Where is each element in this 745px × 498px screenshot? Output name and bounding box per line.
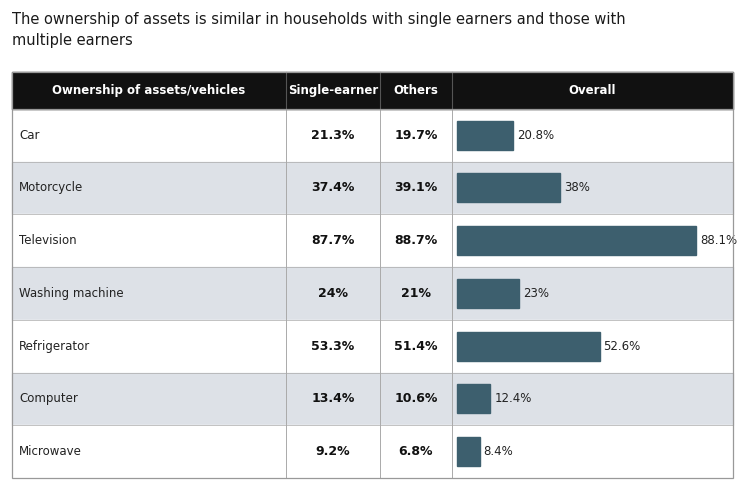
Text: The ownership of assets is similar in households with single earners and those w: The ownership of assets is similar in ho… (12, 12, 626, 48)
Bar (12, 320, 733, 373)
Bar (12, 161, 733, 214)
Text: 8.4%: 8.4% (484, 445, 513, 458)
Text: Motorcycle: Motorcycle (19, 181, 83, 194)
Text: 52.6%: 52.6% (603, 340, 641, 353)
Text: Refrigerator: Refrigerator (19, 340, 90, 353)
Bar (12, 267, 733, 320)
Text: 9.2%: 9.2% (316, 445, 350, 458)
Bar (457, 279, 519, 308)
Text: 88.7%: 88.7% (394, 234, 437, 247)
Bar (12, 425, 733, 478)
Text: 88.1%: 88.1% (700, 234, 737, 247)
Bar (457, 226, 696, 255)
Bar (457, 121, 513, 149)
Bar (457, 173, 560, 202)
Bar (12, 373, 733, 425)
Bar (12, 214, 733, 267)
Bar (457, 332, 600, 361)
Text: 10.6%: 10.6% (394, 392, 437, 405)
Text: 21.3%: 21.3% (311, 128, 355, 141)
Text: Single-earner: Single-earner (288, 84, 378, 97)
Text: 12.4%: 12.4% (495, 392, 532, 405)
Bar (12, 72, 733, 478)
Text: Overall: Overall (568, 84, 616, 97)
Text: 19.7%: 19.7% (394, 128, 437, 141)
Text: 24%: 24% (318, 287, 348, 300)
Text: Ownership of assets/vehicles: Ownership of assets/vehicles (52, 84, 246, 97)
Bar (12, 72, 733, 109)
Text: 6.8%: 6.8% (399, 445, 433, 458)
Bar (12, 109, 733, 161)
Text: 38%: 38% (564, 181, 590, 194)
Text: 21%: 21% (401, 287, 431, 300)
Text: Computer: Computer (19, 392, 77, 405)
Text: Washing machine: Washing machine (19, 287, 124, 300)
Text: 13.4%: 13.4% (311, 392, 355, 405)
Bar (457, 437, 480, 466)
Text: 23%: 23% (523, 287, 549, 300)
Text: 39.1%: 39.1% (394, 181, 437, 194)
Text: 87.7%: 87.7% (311, 234, 355, 247)
Text: 37.4%: 37.4% (311, 181, 355, 194)
Text: Others: Others (393, 84, 438, 97)
Text: 51.4%: 51.4% (394, 340, 437, 353)
Text: Car: Car (19, 128, 39, 141)
Bar (457, 384, 490, 413)
Text: 53.3%: 53.3% (311, 340, 355, 353)
Text: Television: Television (19, 234, 77, 247)
Text: Microwave: Microwave (19, 445, 82, 458)
Text: 20.8%: 20.8% (517, 128, 554, 141)
